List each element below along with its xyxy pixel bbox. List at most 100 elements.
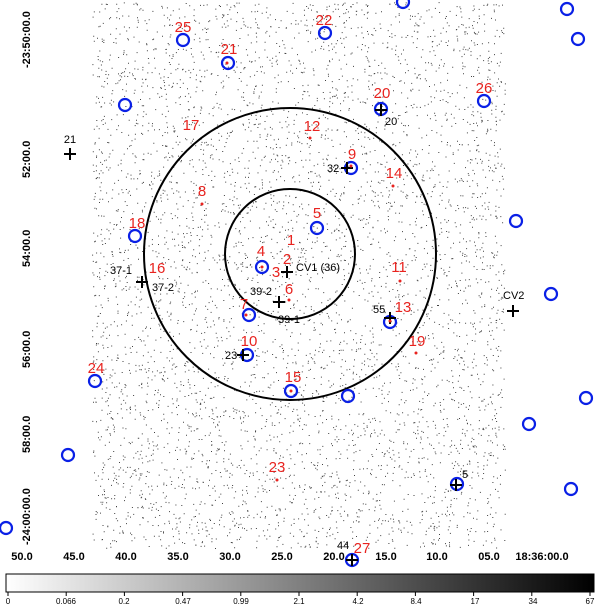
dec-tick-label-5: -24:00:00.0 [21, 488, 33, 545]
red-label-14: 14 [386, 165, 403, 182]
black-source-labels: 21 20 32 CV1 (36) 37-1 37-2 39-2 39-1 55… [64, 116, 525, 552]
colorbar-label-8: 17 [471, 597, 480, 606]
red-label-26: 26 [476, 80, 493, 97]
source-cross [375, 104, 387, 116]
blue-source-circle [175, 32, 191, 48]
red-label-4: 4 [257, 243, 265, 260]
blue-source-circle [220, 55, 236, 71]
source-cross [450, 479, 462, 491]
red-source-dot [225, 61, 229, 65]
red-label-17: 17 [183, 117, 200, 134]
red-label-22: 22 [316, 12, 333, 29]
blue-source-circle [543, 286, 559, 302]
black-label-cv1: CV1 (36) [296, 262, 340, 274]
colorbar-label-4: 0.99 [233, 597, 249, 606]
black-label-20: 20 [385, 116, 397, 128]
ra-tick-label-5: 25.0 [271, 551, 292, 563]
blue-source-circle [127, 228, 143, 244]
red-label-20: 20 [374, 85, 391, 102]
black-label-37-2: 37-2 [152, 282, 174, 294]
colorbar-label-10: 67 [586, 597, 595, 606]
black-label-cv2: CV2 [503, 290, 524, 302]
red-source-dot [289, 389, 293, 393]
blue-source-circle [570, 31, 586, 47]
red-label-15: 15 [285, 369, 302, 386]
red-label-6: 6 [285, 281, 293, 298]
red-source-dot [308, 136, 312, 140]
blue-source-circle [254, 259, 270, 275]
red-source-dot [244, 313, 248, 317]
blue-source-circle [563, 481, 579, 497]
red-label-8: 8 [198, 183, 206, 200]
red-label-3: 3 [272, 264, 280, 281]
colorbar-label-7: 8.4 [410, 597, 422, 606]
red-label-27: 27 [354, 540, 371, 557]
red-label-10: 10 [241, 333, 258, 350]
red-label-19: 19 [409, 333, 426, 350]
ra-tick-label-4: 30.0 [219, 551, 240, 563]
blue-source-circle [508, 213, 524, 229]
blue-source-circle [60, 447, 76, 463]
blue-source-circle [476, 93, 492, 109]
blue-source-circle [559, 1, 575, 17]
red-source-labels: 1 2 3 4 5 6 7 8 9 10 11 12 13 14 15 16 1… [88, 12, 493, 557]
dec-tick-label-0: -23:50:00.0 [21, 11, 33, 68]
red-label-1: 1 [287, 232, 295, 249]
red-label-25: 25 [175, 19, 192, 36]
black-label-32: 32 [327, 163, 339, 175]
black-label-44: 44 [337, 540, 349, 552]
ra-tick-label-3: 35.0 [167, 551, 188, 563]
black-label-39-1: 39-1 [278, 314, 300, 326]
blue-source-circle [521, 416, 537, 432]
red-label-7: 7 [240, 296, 248, 313]
source-cross [281, 266, 293, 278]
red-source-dot [275, 478, 279, 482]
red-label-21: 21 [221, 41, 238, 58]
blue-source-circle [309, 220, 325, 236]
blue-source-circle [117, 97, 133, 113]
ra-tick-label-9: 05.0 [478, 551, 499, 563]
colorbar-label-0: 0 [6, 597, 11, 606]
black-label-5: 5 [462, 469, 468, 481]
inner-extraction-circle [224, 188, 356, 320]
red-source-dot [260, 265, 264, 269]
colorbar-labels: 0 0.066 0.2 0.47 0.99 2.1 4.2 8.4 17 34 … [6, 597, 595, 606]
red-label-24: 24 [88, 360, 105, 377]
colorbar-label-5: 2.1 [293, 597, 305, 606]
red-source-dots [200, 61, 418, 482]
colorbar [5, 573, 595, 593]
colorbar-label-9: 34 [529, 597, 538, 606]
blue-source-circle [578, 390, 594, 406]
colorbar-label-2: 0.2 [118, 597, 130, 606]
blue-source-circle [87, 373, 103, 389]
red-source-dot [398, 279, 402, 283]
red-source-dot [200, 202, 204, 206]
source-cross [237, 349, 249, 361]
colorbar-label-3: 0.47 [175, 597, 191, 606]
blue-source-circle [317, 25, 333, 41]
red-label-11: 11 [391, 259, 407, 276]
ra-tick-label-7: 15.0 [375, 551, 396, 563]
blue-source-circle [0, 520, 14, 536]
red-label-5: 5 [313, 205, 321, 222]
black-label-39-2: 39-2 [250, 286, 272, 298]
ra-axis-labels: 50.0 45.0 40.0 35.0 30.0 25.0 20.0 15.0 … [11, 551, 568, 563]
ra-tick-label-8: 10.0 [426, 551, 447, 563]
black-label-37-1: 37-1 [110, 265, 132, 277]
black-label-55: 55 [373, 304, 385, 316]
dec-tick-label-1: 52:00.0 [21, 141, 33, 178]
colorbar-label-6: 4.2 [352, 597, 364, 606]
dec-tick-label-3: 56:00.0 [21, 331, 33, 368]
ra-tick-label-2: 40.0 [115, 551, 136, 563]
dec-tick-label-4: 58:00.0 [21, 416, 33, 453]
dec-axis-labels: -23:50:00.0 52:00.0 54:00.0 56:00.0 58:0… [21, 11, 33, 545]
red-label-12: 12 [304, 118, 321, 135]
blue-source-circle [340, 388, 356, 404]
outer-extraction-circle [143, 107, 437, 401]
black-source-crosses [64, 104, 519, 566]
source-cross [346, 554, 358, 566]
source-cross [136, 276, 148, 288]
ra-tick-label-10: 18:36:00.0 [515, 551, 568, 563]
